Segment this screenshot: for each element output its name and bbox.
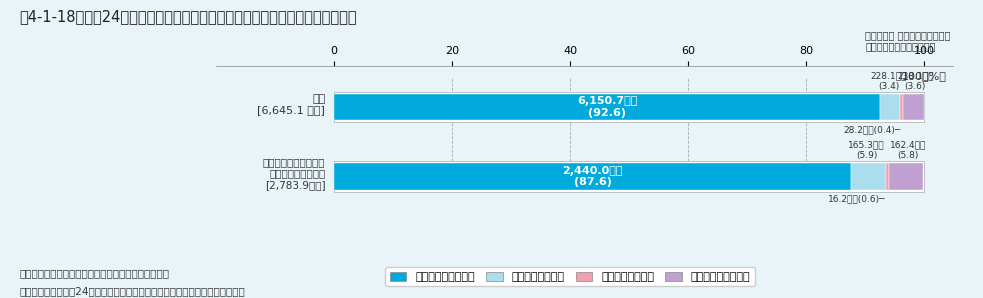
Bar (890, 163, 923, 190)
Bar (334, 163, 851, 190)
Text: 単位　上段 住居等戸数（千戸）
　　　下段（比率（％））: 単位 上段 住居等戸数（千戸） 下段（比率（％）） (865, 30, 951, 51)
Bar (334, 92, 924, 122)
Bar (851, 163, 886, 190)
Text: 100（%）: 100（%） (901, 71, 947, 81)
Bar (886, 163, 890, 190)
Text: 2,440.0千戸
(87.6): 2,440.0千戸 (87.6) (562, 166, 623, 187)
Text: 238.1千戸
(3.6): 238.1千戸 (3.6) (896, 71, 934, 91)
Bar (902, 94, 924, 120)
Text: 28.2千戸(0.4)─: 28.2千戸(0.4)─ (843, 125, 900, 134)
Text: 6,150.7千戸
(92.6): 6,150.7千戸 (92.6) (577, 96, 638, 118)
Text: 注：端数処理の関係で合計値が合わないことがある。: 注：端数処理の関係で合計値が合わないことがある。 (20, 268, 170, 278)
Bar (900, 94, 902, 120)
Text: 162.4千戸
(5.8): 162.4千戸 (5.8) (890, 140, 926, 160)
Text: 165.3千戸
(5.9): 165.3千戸 (5.9) (848, 140, 885, 160)
Text: うち、幹線交通を担う
道路に近接する空間
[2,783.9千戸]: うち、幹線交通を担う 道路に近接する空間 [2,783.9千戸] (262, 157, 325, 190)
Text: 資料：環境省「平成24年度自動車交通騒音の状況について（報道発表資料）」: 資料：環境省「平成24年度自動車交通騒音の状況について（報道発表資料）」 (20, 286, 246, 296)
Text: 図4-1-18　平成24年度　道路に面する地域における騒音の環境基準の達成状況: 図4-1-18 平成24年度 道路に面する地域における騒音の環境基準の達成状況 (20, 9, 357, 24)
Legend: 昼夜とも基準値以下, 昼のみ基準値以下, 夜のみ基準値以下, 昼夜とも基準値超過: 昼夜とも基準値以下, 昼のみ基準値以下, 夜のみ基準値以下, 昼夜とも基準値超過 (385, 267, 755, 286)
Bar (334, 94, 881, 120)
Bar (334, 161, 924, 192)
Bar (881, 94, 900, 120)
Text: 16.2千戸(0.6)─: 16.2千戸(0.6)─ (829, 195, 886, 204)
Text: 228.1千戸
(3.4): 228.1千戸 (3.4) (870, 71, 907, 91)
Text: 全国
[6,645.1 千戸]: 全国 [6,645.1 千戸] (258, 94, 325, 115)
